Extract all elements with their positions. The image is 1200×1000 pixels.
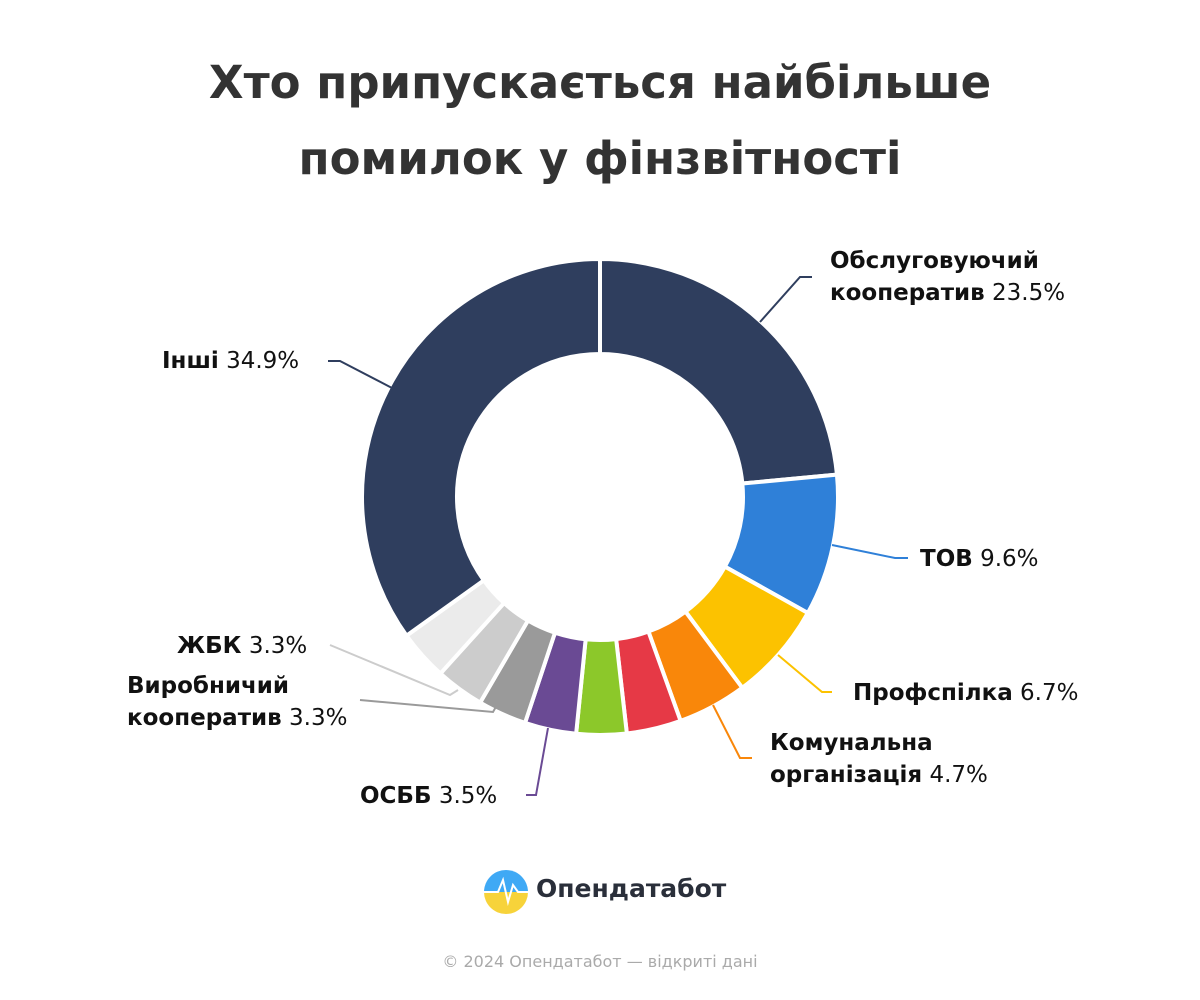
leader-line	[712, 704, 752, 759]
category-name: Комунальна організація	[770, 730, 933, 788]
leader-line	[359, 699, 498, 714]
value-label: 3.3%	[289, 705, 348, 731]
category-name: Інші	[162, 348, 219, 374]
segment-label: Інші 34.9%	[162, 345, 362, 377]
leader-line	[328, 360, 393, 389]
logo-pulse	[484, 876, 528, 906]
category-name: Профспілка	[853, 680, 1013, 706]
chart-title: Хто припускається найбільше помилок у фі…	[208, 56, 992, 185]
value-label: 23.5%	[992, 280, 1066, 306]
value-label: 3.3%	[248, 633, 308, 659]
leader-line	[831, 544, 908, 559]
segment-label: Комунальна організація 4.7%	[770, 727, 1010, 791]
segment-label: ТОВ 9.6%	[920, 543, 1120, 575]
leader-line	[329, 644, 459, 697]
footer: © 2024 Опендатабот — відкриті дані	[442, 952, 758, 971]
category-name: Обслуговуючий кооператив	[830, 248, 1039, 306]
segment-label: ОСББ 3.5%	[360, 780, 560, 812]
leader-line	[759, 276, 812, 323]
leader-line	[777, 654, 832, 693]
value-label: 34.9%	[226, 348, 300, 374]
category-name: ЖБК	[177, 633, 242, 659]
segment-label: Обслуговуючий кооператив 23.5%	[830, 245, 1090, 309]
category-name: ТОВ	[920, 546, 973, 572]
logo-text: Опендатабот	[536, 874, 727, 903]
value-label: 4.7%	[929, 762, 988, 788]
value-label: 6.7%	[1020, 680, 1079, 706]
segment-label: Профспілка 6.7%	[853, 677, 1113, 709]
segment-label: Виробничий кооператив 3.3%	[127, 670, 367, 734]
value-label: 3.5%	[438, 783, 498, 809]
donut-segment	[360, 257, 602, 638]
value-label: 9.6%	[980, 546, 1039, 572]
category-name: ОСББ	[360, 783, 432, 809]
segment-label: ЖБК 3.3%	[177, 630, 377, 662]
category-name: Виробничий кооператив	[127, 673, 289, 731]
donut-segment	[598, 257, 839, 486]
leader-line	[526, 727, 549, 796]
